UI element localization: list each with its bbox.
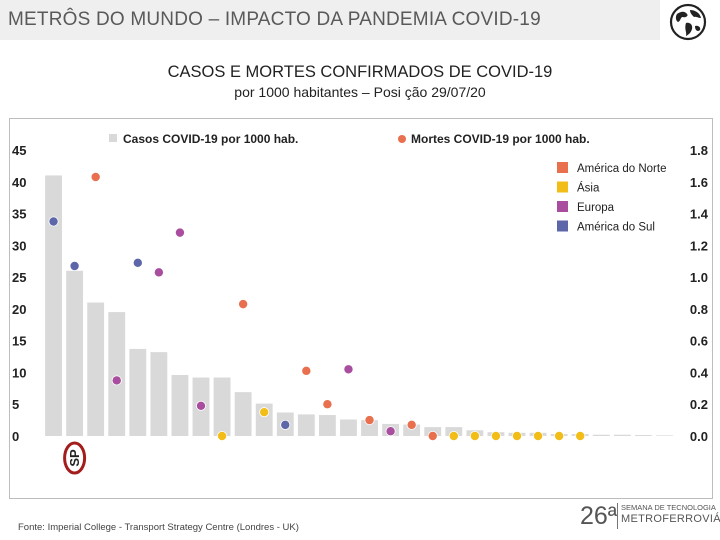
legend-region-label: Ásia	[577, 182, 600, 195]
dot-deaths	[511, 430, 522, 441]
dot-deaths	[280, 419, 291, 430]
dot-deaths	[174, 227, 185, 238]
y-left-tick-label: 0	[12, 429, 19, 444]
y-right-tick-label: 0.8	[690, 302, 708, 317]
dot-deaths	[554, 430, 565, 441]
y-right-tick-label: 0.2	[690, 397, 708, 412]
source-note: Fonte: Imperial College - Transport Stra…	[18, 522, 299, 533]
dot-deaths	[301, 365, 312, 376]
dot-deaths	[406, 419, 417, 430]
legend-deaths-swatch	[398, 135, 406, 143]
legend-cases-label: Casos COVID-19 por 1000 hab.	[123, 132, 298, 146]
bar-cases	[318, 415, 336, 436]
legend-region-swatch	[557, 162, 568, 173]
legend-deaths-label: Mortes COVID-19 por 1000 hab.	[411, 132, 590, 146]
bar-cases	[634, 435, 652, 436]
dot-deaths	[69, 260, 80, 271]
legend-region-label: Europa	[577, 202, 615, 214]
legend-region-swatch	[557, 201, 568, 212]
y-left-tick-label: 15	[12, 334, 26, 349]
bar-cases	[171, 374, 189, 436]
legend-region-label: América do Norte	[577, 163, 666, 175]
chart-title: CASOS E MORTES CONFIRMADOS DE COVID-19	[167, 63, 553, 81]
legend-region-swatch	[557, 181, 568, 193]
bar-cases	[592, 434, 610, 436]
y-left-tick-label: 25	[12, 270, 26, 285]
y-left-tick-label: 35	[12, 207, 26, 222]
logo-number: 26ª	[580, 502, 618, 530]
globe-icon	[669, 3, 707, 41]
chart-subtitle: por 1000 habitantes – Posi ção 29/07/20	[234, 84, 486, 100]
logo-line-1: SEMANA DE TECNOLOGIA	[621, 503, 716, 512]
y-right-tick-label: 1.4	[690, 207, 709, 222]
dot-deaths	[343, 364, 354, 375]
bar-cases	[361, 420, 378, 436]
dot-deaths	[132, 257, 143, 268]
legend-region-label: América do Sul	[577, 222, 655, 234]
y-right-tick-label: 1.0	[690, 270, 708, 285]
y-left-tick-label: 20	[12, 302, 26, 317]
highlight-ring	[63, 441, 87, 475]
y-right-tick-label: 1.8	[690, 143, 708, 158]
legend-cases-swatch	[109, 134, 117, 142]
highlight-label: SP	[67, 449, 82, 467]
legend-region-swatch	[557, 220, 568, 232]
dot-deaths	[259, 407, 270, 418]
y-right-tick-label: 0.6	[690, 334, 708, 349]
dot-deaths	[90, 172, 101, 183]
bar-cases	[129, 348, 147, 436]
dot-deaths	[448, 430, 459, 441]
dot-deaths	[195, 400, 206, 411]
y-right-tick-label: 0.0	[690, 429, 708, 444]
dot-deaths	[48, 216, 59, 227]
bar-cases	[297, 414, 315, 436]
bar-cases	[108, 312, 126, 436]
header-band	[0, 0, 660, 40]
y-right-tick-label: 1.6	[690, 175, 708, 190]
dot-deaths	[111, 375, 122, 386]
bar-cases	[403, 424, 421, 436]
bar-cases	[656, 435, 673, 436]
y-right-tick-label: 0.4	[690, 365, 709, 380]
y-right-tick-label: 1.2	[690, 238, 708, 253]
event-logo: 26ª SEMANA DE TECNOLOGIA METROFERROVIÁRI…	[580, 500, 720, 532]
slide-title: METRÔS DO MUNDO – IMPACTO DA PANDEMIA CO…	[8, 9, 541, 30]
covid-chart: 0 5 10 15 20 25 30 35 40 45 0.0 0.2 0.4 0.6 0.8 1.0 1.2 1…	[12, 132, 709, 475]
logo-line-2: METROFERROVIÁRIA	[621, 513, 720, 525]
dot-deaths	[490, 430, 501, 441]
dot-deaths	[322, 399, 333, 410]
bar-cases	[66, 270, 84, 436]
bar-cases	[45, 175, 62, 436]
bar-cases	[213, 377, 231, 436]
bar-cases	[150, 352, 168, 436]
y-left-tick-label: 30	[12, 238, 26, 253]
y-left-tick-label: 45	[12, 143, 26, 158]
logo-divider	[617, 503, 618, 529]
dot-deaths	[575, 430, 586, 441]
bar-cases	[234, 392, 252, 436]
dot-deaths	[385, 426, 396, 437]
bar-cases	[87, 302, 105, 436]
dot-deaths	[153, 267, 164, 278]
y-left-tick-label: 5	[12, 397, 19, 412]
chart-frame: 0 5 10 15 20 25 30 35 40 45 0.0 0.2 0.4 0.6 0.8 1.0 1.2 1…	[9, 118, 713, 499]
dot-deaths	[364, 415, 375, 426]
dot-deaths	[533, 430, 544, 441]
dot-deaths	[469, 430, 480, 441]
dot-deaths	[238, 299, 249, 310]
y-left-tick-label: 40	[12, 175, 26, 190]
bar-cases	[340, 419, 357, 436]
bar-cases	[613, 434, 631, 436]
dot-deaths	[427, 430, 438, 441]
dot-deaths	[217, 430, 228, 441]
y-left-tick-label: 10	[12, 365, 26, 380]
